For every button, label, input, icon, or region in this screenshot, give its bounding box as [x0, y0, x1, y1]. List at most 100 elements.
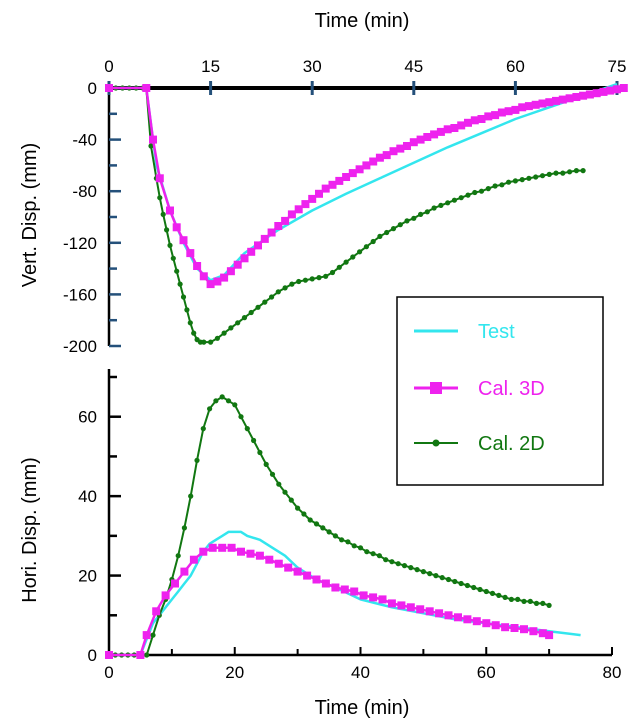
top-x-axis-title: Time (min) — [315, 10, 410, 32]
top-point-cal3d — [538, 99, 547, 108]
bottom-point-cal2d — [225, 398, 232, 404]
top-point-cal2d — [567, 169, 573, 175]
bottom-point-cal2d — [307, 517, 313, 523]
bottom-point-cal2d — [282, 489, 288, 495]
bottom-point-cal2d — [269, 471, 276, 477]
top-point-cal2d — [275, 289, 281, 295]
bottom-point-cal3d — [105, 651, 113, 659]
bottom-point-cal3d — [472, 617, 481, 626]
bottom-point-cal2d — [477, 586, 483, 593]
top-point-cal2d — [160, 211, 166, 217]
bottom-point-cal3d — [491, 621, 500, 630]
top-point-cal2d — [506, 179, 512, 185]
top-x-tick-label: 45 — [404, 57, 423, 76]
top-y-tick-label: -80 — [72, 182, 97, 201]
bottom-point-cal2d — [540, 600, 546, 607]
top-point-cal2d — [377, 233, 383, 239]
bottom-point-cal3d — [189, 555, 198, 564]
legend: Test Cal. 3D Cal. 2D — [396, 296, 604, 486]
top-point-cal3d — [274, 222, 283, 230]
top-point-cal3d — [436, 127, 445, 136]
bottom-point-cal3d — [545, 631, 554, 640]
bottom-point-cal2d — [364, 549, 370, 555]
top-point-cal2d — [560, 170, 566, 176]
top-point-cal3d — [531, 100, 540, 109]
top-point-cal2d — [180, 294, 187, 300]
top-point-cal3d — [552, 96, 560, 105]
bottom-x-axis-title: Time (min) — [315, 697, 410, 719]
bottom-point-cal2d — [207, 406, 213, 412]
top-point-cal3d — [315, 189, 323, 198]
top-series-line-cal3d — [109, 86, 625, 286]
bottom-point-cal2d — [244, 426, 250, 432]
bottom-point-cal3d — [312, 575, 321, 584]
bottom-point-cal2d — [452, 578, 458, 585]
top-point-cal3d — [403, 142, 411, 150]
bottom-point-cal2d — [370, 551, 376, 557]
top-point-cal3d — [179, 236, 188, 245]
bottom-point-cal3d — [321, 579, 330, 588]
bottom-point-cal3d — [331, 583, 340, 592]
top-point-cal2d — [170, 255, 176, 261]
top-point-cal2d — [235, 320, 241, 326]
top-point-cal3d — [423, 133, 432, 141]
bottom-point-cal2d — [389, 559, 395, 565]
top-point-cal2d — [539, 173, 546, 179]
bottom-point-cal2d — [188, 493, 194, 499]
top-point-cal3d — [155, 174, 164, 183]
top-point-cal2d — [465, 192, 471, 198]
top-point-cal3d — [362, 161, 371, 170]
bottom-point-cal3d — [303, 571, 312, 580]
top-point-cal3d — [484, 112, 493, 121]
top-point-cal3d — [450, 124, 459, 132]
top-x-tick-label: 15 — [201, 57, 220, 76]
bottom-point-cal2d — [489, 590, 496, 597]
top-point-cal3d — [166, 206, 174, 215]
bottom-point-cal3d — [520, 625, 528, 634]
top-point-cal3d — [186, 249, 195, 258]
top-chart-plot — [105, 82, 628, 345]
top-point-cal3d — [497, 108, 506, 117]
top-point-cal2d — [296, 278, 302, 285]
bottom-point-cal2d — [219, 394, 225, 400]
bottom-point-cal3d — [510, 624, 519, 632]
top-point-cal2d — [424, 209, 430, 215]
top-point-cal3d — [321, 184, 330, 193]
bottom-point-cal3d — [463, 615, 472, 624]
bottom-point-cal2d — [521, 598, 527, 605]
bottom-point-cal2d — [144, 652, 150, 658]
bottom-point-cal2d — [339, 537, 345, 543]
bottom-point-cal3d — [246, 549, 255, 558]
bottom-point-cal3d — [378, 595, 387, 604]
top-point-cal3d — [355, 165, 364, 174]
bottom-point-cal2d — [288, 497, 294, 503]
top-point-cal2d — [404, 218, 410, 224]
top-point-cal2d — [255, 304, 261, 310]
top-point-cal2d — [164, 227, 170, 233]
bottom-point-cal2d — [232, 402, 238, 408]
top-point-cal3d — [233, 260, 242, 269]
top-point-cal3d — [606, 86, 615, 95]
bottom-point-cal3d — [152, 607, 161, 616]
bottom-point-cal2d — [238, 414, 244, 420]
bottom-point-cal3d — [416, 605, 425, 614]
bottom-point-cal2d — [181, 525, 187, 531]
top-point-cal2d — [553, 170, 559, 176]
legend-label-cal3d: Cal. 3D — [478, 378, 545, 400]
bottom-point-cal2d — [527, 598, 533, 605]
top-x-tick-label: 0 — [104, 57, 113, 76]
top-point-cal3d — [430, 130, 439, 139]
top-point-cal2d — [384, 229, 390, 236]
top-point-cal2d — [208, 339, 214, 345]
top-point-cal2d — [499, 182, 505, 188]
top-point-cal3d — [348, 169, 357, 178]
bottom-point-cal2d — [301, 511, 307, 517]
top-point-cal3d — [281, 216, 290, 225]
top-point-cal3d — [142, 84, 151, 92]
bottom-point-cal2d — [320, 525, 326, 531]
top-point-cal2d — [411, 215, 417, 221]
bottom-point-cal3d — [435, 609, 444, 618]
bottom-point-cal2d — [483, 588, 489, 595]
top-point-cal2d — [397, 222, 403, 228]
